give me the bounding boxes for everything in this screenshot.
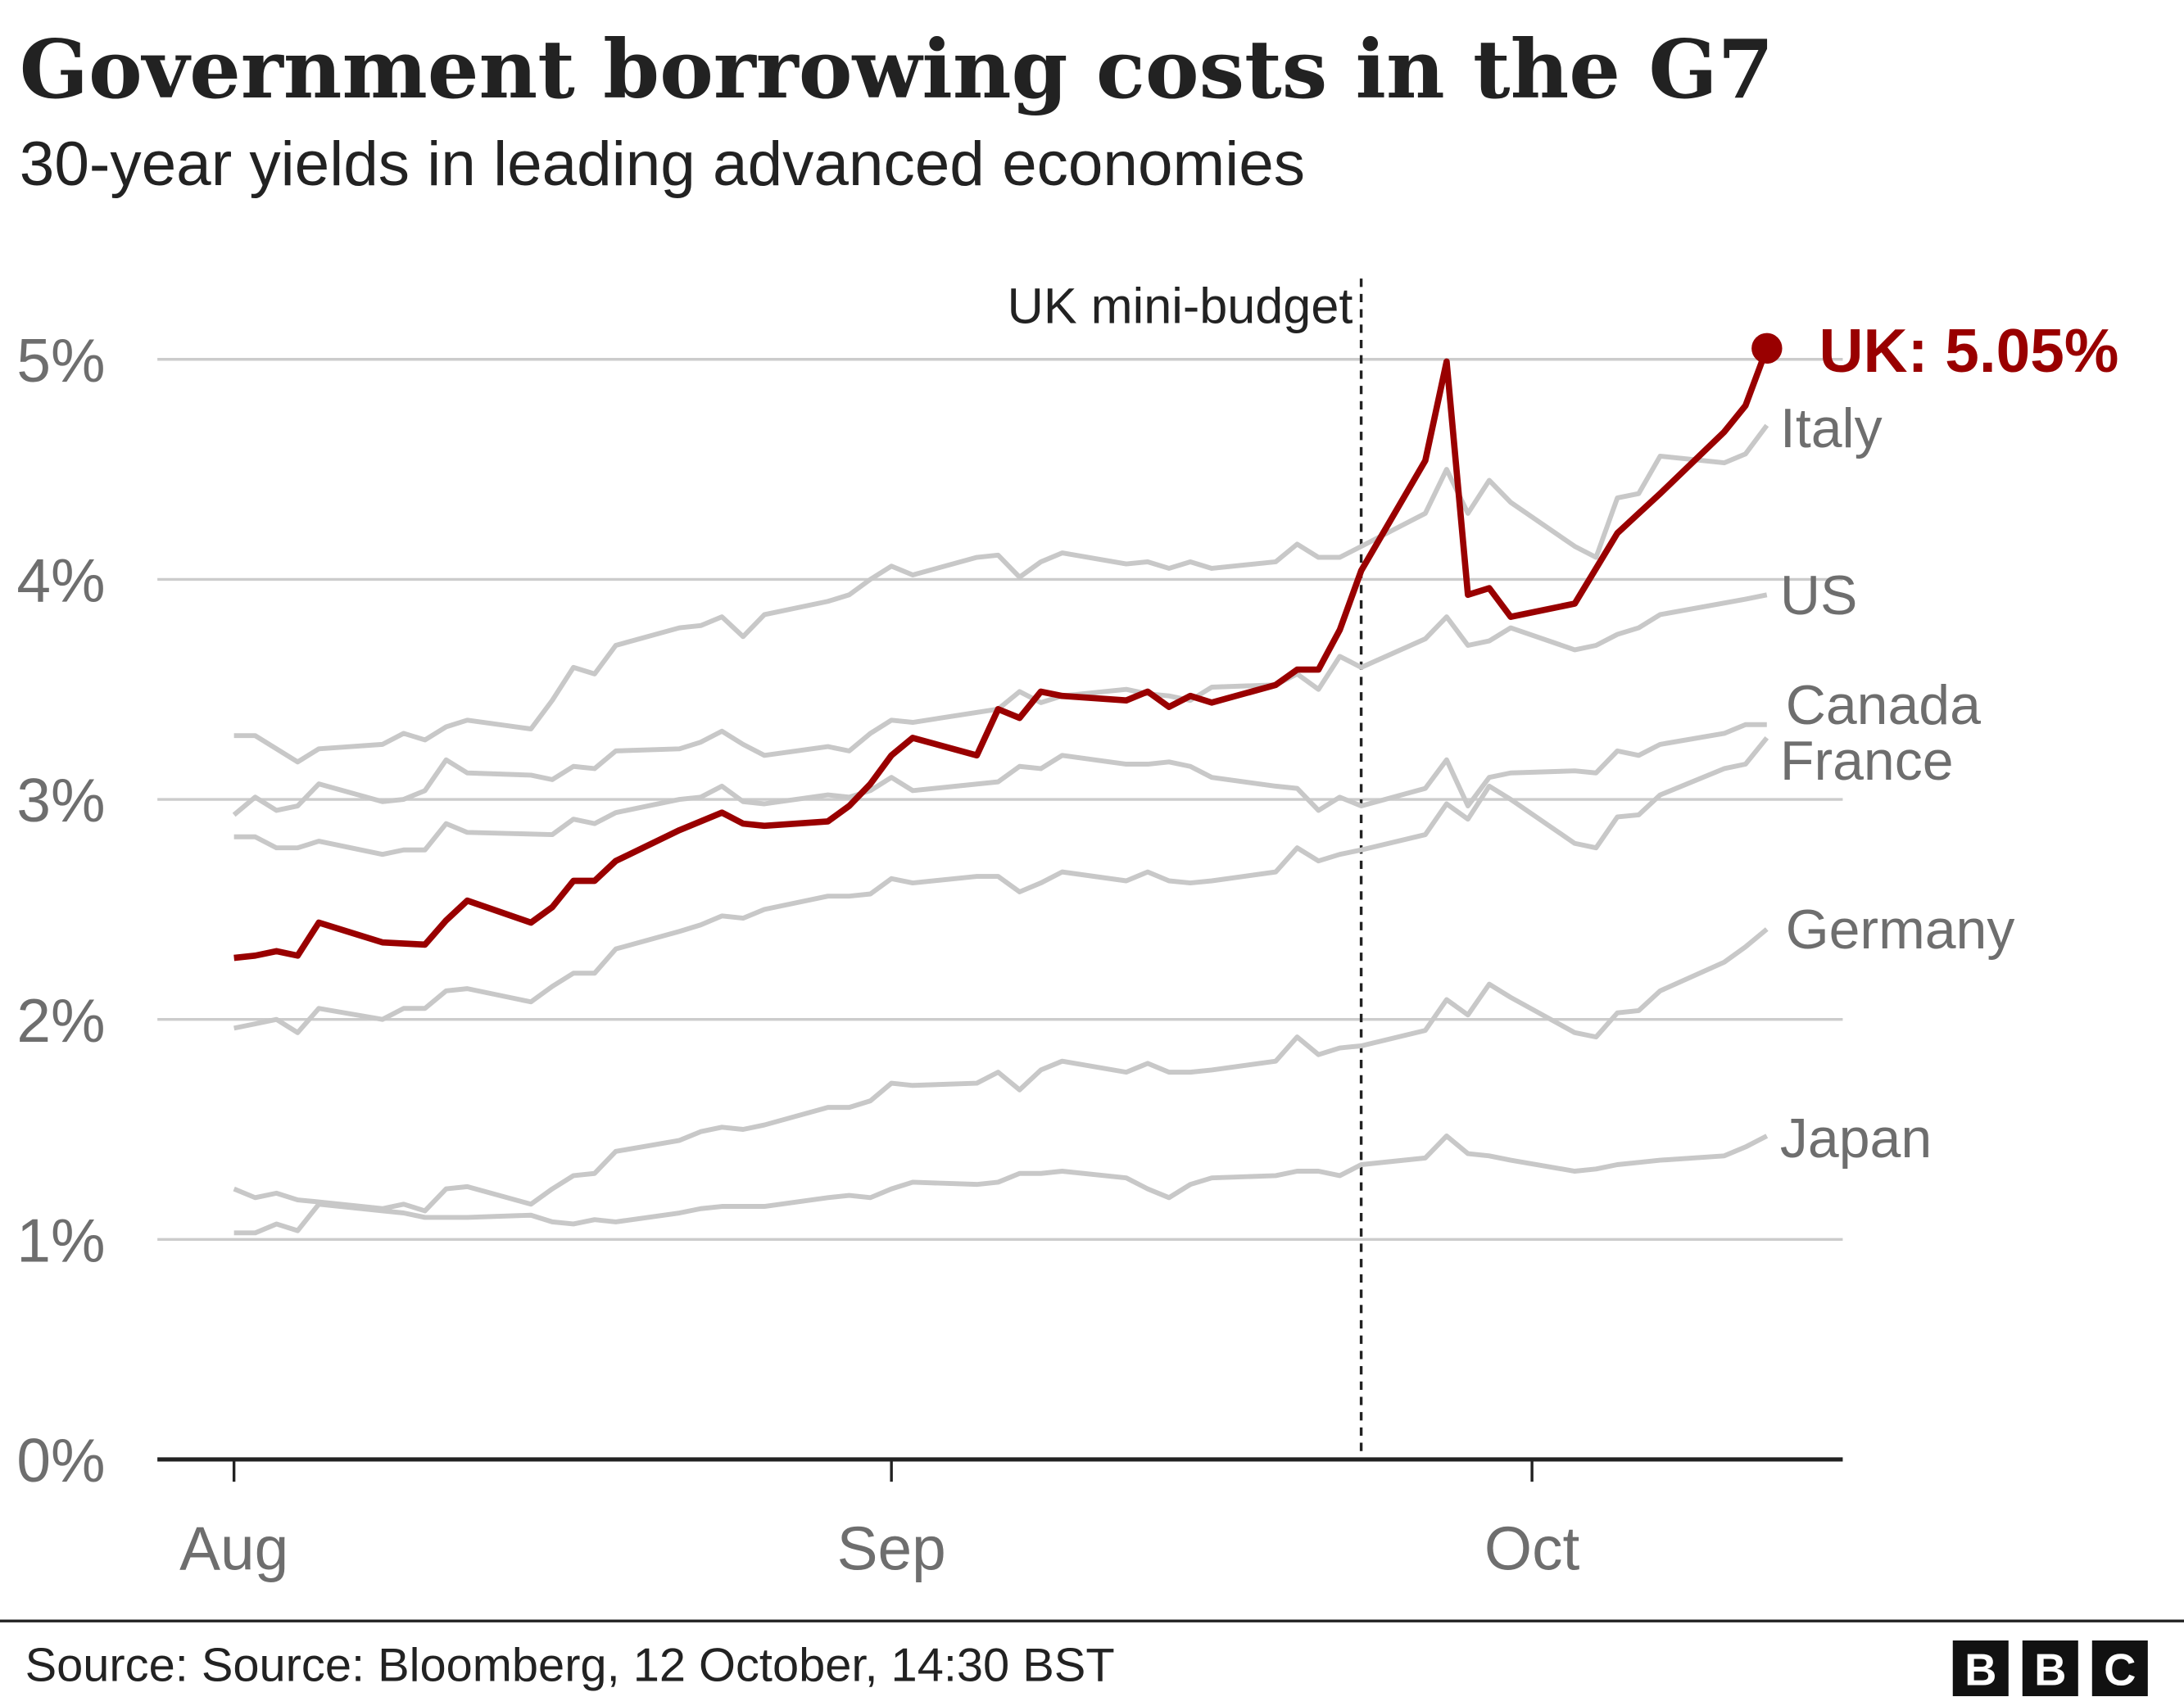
series-line-canada	[233, 722, 1767, 858]
y-tick-label: 4%	[16, 546, 105, 615]
x-axis-ticks: Aug Sep Oct	[179, 1459, 1580, 1582]
y-tick-label: 5%	[16, 326, 105, 395]
x-tick-label: Aug	[179, 1514, 288, 1582]
mini-budget-marker: UK mini-budget	[1008, 278, 1363, 1459]
series-label-italy: Italy	[1780, 397, 1883, 459]
bbc-logo: B B C	[1952, 1640, 2148, 1697]
svg-text:B: B	[1964, 1645, 1996, 1695]
uk-endpoint-dot	[1751, 333, 1783, 364]
chart-title: Government borrowing costs in the G7	[20, 22, 1774, 117]
y-tick-label: 0%	[16, 1426, 105, 1495]
x-tick-label: Oct	[1484, 1514, 1580, 1582]
series-line-japan	[233, 1134, 1769, 1236]
series-label-france: France	[1780, 730, 1954, 792]
gridlines	[157, 358, 1843, 1242]
y-axis-ticks: 0% 1% 2% 3% 4% 5%	[16, 326, 105, 1495]
source-note: Source: Source: Bloomberg, 12 October, 1…	[25, 1639, 1115, 1691]
series-label-canada: Canada	[1786, 674, 1981, 736]
series-label-germany: Germany	[1786, 898, 2015, 961]
series-lines	[232, 346, 1770, 1236]
chart-subtitle: 30-year yields in leading advanced econo…	[20, 129, 1305, 199]
series-line-italy	[233, 423, 1769, 765]
y-tick-label: 1%	[16, 1206, 105, 1275]
svg-text:B: B	[2034, 1645, 2066, 1695]
y-tick-label: 2%	[16, 986, 105, 1055]
x-tick-label: Sep	[837, 1514, 946, 1582]
series-label-japan: Japan	[1780, 1107, 1932, 1170]
series-line-germany	[233, 927, 1769, 1214]
series-label-uk: UK: 5.05%	[1819, 316, 2119, 385]
svg-text:C: C	[2104, 1645, 2136, 1695]
y-tick-label: 3%	[16, 766, 105, 835]
series-line-france	[233, 736, 1769, 1035]
mini-budget-label: UK mini-budget	[1008, 278, 1353, 334]
series-label-us: US	[1780, 564, 1857, 627]
series-line-uk	[233, 346, 1770, 962]
